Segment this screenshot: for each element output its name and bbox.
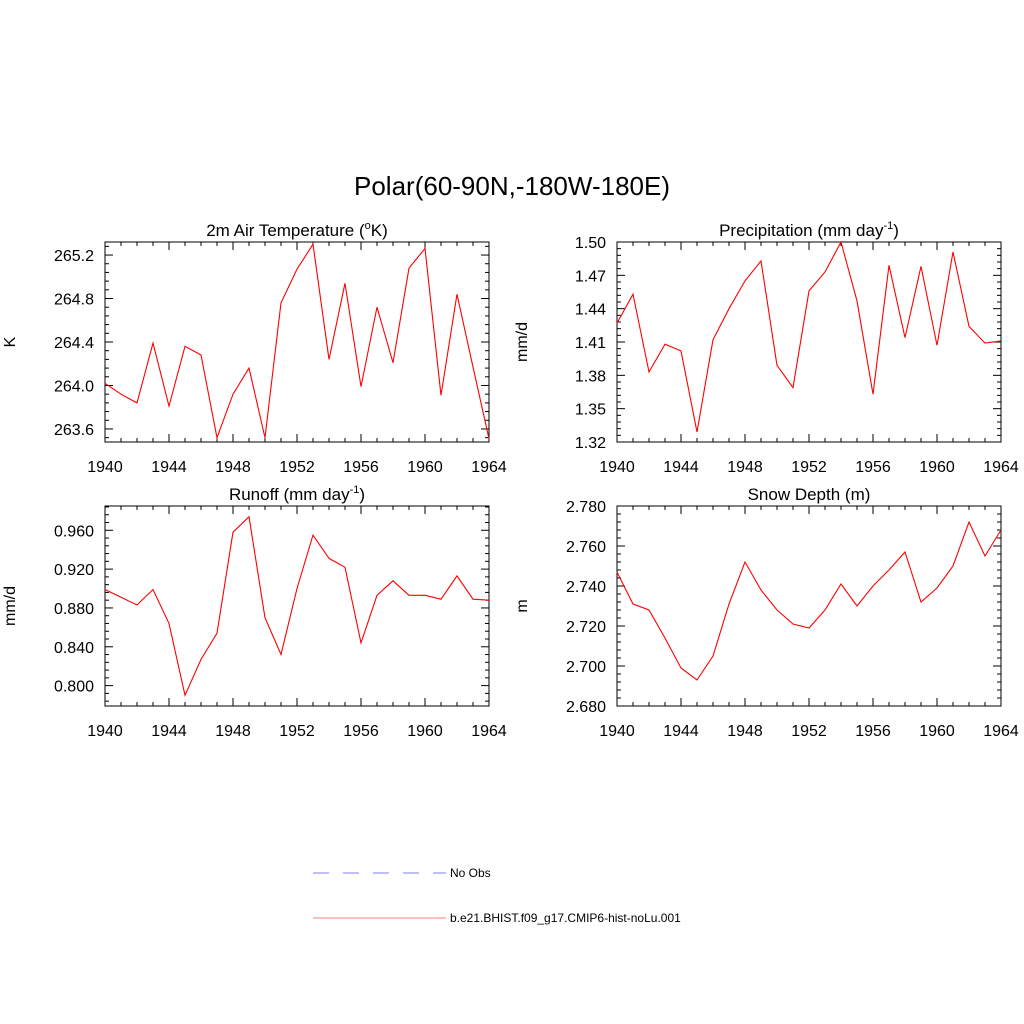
panel-title: Precipitation (mm day-1) xyxy=(719,220,899,240)
y-tick-label: 2.780 xyxy=(566,499,606,516)
x-tick-label: 1940 xyxy=(87,723,123,740)
x-tick-label: 1960 xyxy=(407,459,443,476)
series-line xyxy=(616,240,1002,433)
panel-title-superscript: -1 xyxy=(883,220,893,232)
x-tick-label: 1956 xyxy=(343,459,379,476)
panel-snow-depth: 1940 1944 1948 1952 1956 1960 1964 2.680 2.700 2.… xyxy=(514,485,1019,740)
panel-title-superscript: o xyxy=(365,220,371,232)
plot-frame xyxy=(104,505,490,707)
y-tick-label: 1.38 xyxy=(575,368,606,385)
y-axis-label: mm/d xyxy=(514,322,531,362)
x-tick-label: 1964 xyxy=(471,723,507,740)
legend-label-model: b.e21.BHIST.f09_g17.CMIP6-hist-noLu.001 xyxy=(450,911,681,925)
x-tick-label: 1948 xyxy=(215,459,251,476)
x-tick-label: 1956 xyxy=(343,723,379,740)
y-tick-label: 1.41 xyxy=(575,335,606,352)
x-tick-label: 1944 xyxy=(151,723,187,740)
main-title: Polar(60-90N,-180W-180E) xyxy=(354,171,670,201)
panel-runoff: 1940 1944 1948 1952 1956 1960 1964 0.800 0.840 0.… xyxy=(2,484,507,740)
panel-title-text: Runoff xyxy=(229,485,279,504)
y-tick-label: 264.4 xyxy=(54,335,94,352)
legend-label-no-obs: No Obs xyxy=(450,866,491,880)
y-tick-label: 2.740 xyxy=(566,579,606,596)
series-line xyxy=(616,520,1002,681)
x-tick-label: 1960 xyxy=(919,459,955,476)
x-tick-label: 1948 xyxy=(727,459,763,476)
x-tick-label: 1940 xyxy=(599,723,635,740)
x-tick-label: 1952 xyxy=(279,723,315,740)
y-tick-label: 0.840 xyxy=(54,640,94,657)
y-tick-label: 264.8 xyxy=(54,292,94,309)
x-tick-label: 1960 xyxy=(407,723,443,740)
x-tick-label: 1940 xyxy=(87,459,123,476)
panel-title-unit: (mm day xyxy=(279,485,350,504)
series-line xyxy=(104,515,490,698)
panel-title: Snow Depth (m) xyxy=(748,485,871,504)
panel-title-text: Snow Depth (m) xyxy=(748,485,871,504)
x-tick-label: 1960 xyxy=(919,723,955,740)
x-tick-label: 1944 xyxy=(663,459,699,476)
x-tick-label: 1956 xyxy=(855,459,891,476)
x-tick-label: 1956 xyxy=(855,723,891,740)
plot-frame xyxy=(616,505,1002,707)
series-line xyxy=(104,242,490,440)
y-tick-label: 2.680 xyxy=(566,699,606,716)
plot-frame xyxy=(104,241,490,443)
y-tick-label: 1.47 xyxy=(575,268,606,285)
x-tick-label: 1952 xyxy=(791,459,827,476)
y-tick-label: 1.44 xyxy=(575,302,606,319)
y-tick-label: 0.880 xyxy=(54,601,94,618)
panel-title: Runoff (mm day-1) xyxy=(229,484,365,504)
panel-title-text: Precipitation xyxy=(719,221,813,240)
panel-air-temperature: 1940 1944 1948 1952 1956 1960 1964 263.6 264.0 26… xyxy=(2,220,507,476)
x-tick-label: 1944 xyxy=(151,459,187,476)
y-tick-label: 2.720 xyxy=(566,619,606,636)
panel-title-superscript: -1 xyxy=(350,484,360,496)
y-tick-label: 1.35 xyxy=(575,402,606,419)
y-tick-label: 2.760 xyxy=(566,539,606,556)
y-tick-label: 0.920 xyxy=(54,562,94,579)
y-tick-label: 1.50 xyxy=(575,235,606,252)
y-tick-label: 265.2 xyxy=(54,248,94,265)
y-tick-label: 264.0 xyxy=(54,378,94,395)
panel-title-unit: (mm day xyxy=(813,221,884,240)
panel-title-unit-close: K) xyxy=(371,221,388,240)
x-tick-label: 1944 xyxy=(663,723,699,740)
x-tick-label: 1964 xyxy=(983,723,1019,740)
y-tick-label: 263.6 xyxy=(54,422,94,439)
y-axis-label: m xyxy=(514,599,531,612)
y-axis-label: mm/d xyxy=(2,586,19,626)
x-tick-label: 1948 xyxy=(215,723,251,740)
y-tick-label: 0.960 xyxy=(54,523,94,540)
panel-precipitation: 1940 1944 1948 1952 1956 1960 1964 1.32 1.35 1.38… xyxy=(514,220,1019,476)
x-tick-label: 1964 xyxy=(983,459,1019,476)
x-tick-label: 1964 xyxy=(471,459,507,476)
panel-title-unit-close: ) xyxy=(359,485,365,504)
panel-title-text: 2m Air Temperature xyxy=(206,221,354,240)
x-tick-label: 1952 xyxy=(279,459,315,476)
plot-frame xyxy=(616,241,1002,443)
legend: No Obs b.e21.BHIST.f09_g17.CMIP6-hist-no… xyxy=(313,866,681,925)
y-tick-label: 0.800 xyxy=(54,679,94,696)
panel-title-unit-close: ) xyxy=(893,221,899,240)
x-tick-label: 1940 xyxy=(599,459,635,476)
y-tick-label: 1.32 xyxy=(575,435,606,452)
x-tick-label: 1952 xyxy=(791,723,827,740)
y-tick-label: 2.700 xyxy=(566,659,606,676)
y-axis-label: K xyxy=(2,336,19,347)
panel-title: 2m Air Temperature (oK) xyxy=(206,220,388,240)
x-tick-label: 1948 xyxy=(727,723,763,740)
panel-title-unit: ( xyxy=(354,221,365,240)
